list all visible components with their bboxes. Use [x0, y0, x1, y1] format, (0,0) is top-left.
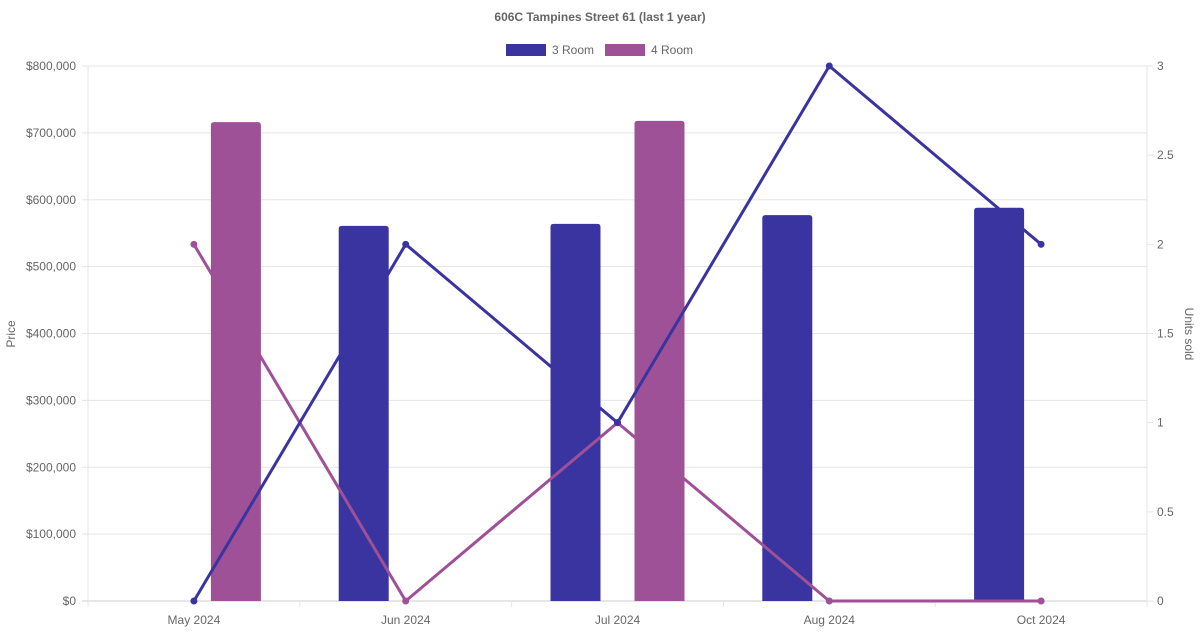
x-tick-label: Jul 2024: [595, 613, 641, 627]
y2-tick-label: 1: [1157, 416, 1164, 430]
bar-4-room-price: [210, 122, 261, 602]
point-3-room-units: [190, 597, 198, 605]
point-4-room-units: [402, 597, 410, 605]
y-tick-label: $0: [63, 594, 77, 608]
bar-3-room-price: [974, 207, 1025, 601]
bar-4-room-price: [634, 120, 685, 602]
point-3-room-units: [1037, 240, 1045, 248]
y2-tick-label: 1.5: [1157, 327, 1174, 341]
y-tick-label: $200,000: [26, 460, 76, 474]
axes: $0 $100,000 $200,000 $300,000 $400,000 $500,0…: [26, 59, 1174, 627]
y2-tick-label: 2: [1157, 237, 1164, 251]
y2-axis-label: Units sold: [1182, 308, 1196, 361]
y-tick-label: $100,000: [26, 527, 76, 541]
point-4-room-units: [1037, 597, 1045, 605]
bar-3-room-price: [338, 225, 389, 602]
legend-swatch: [605, 44, 645, 56]
chart-title: 606C Tampines Street 61 (last 1 year): [494, 10, 705, 24]
point-4-room-units: [190, 240, 198, 248]
x-tick-label: Jun 2024: [381, 613, 431, 627]
legend: 3 Room 4 Room: [506, 43, 693, 57]
y2-tick-label: 3: [1157, 59, 1164, 73]
y-axis-label: Price: [4, 320, 18, 348]
point-3-room-units: [402, 240, 410, 248]
y2-tick-label: 2.5: [1157, 148, 1174, 162]
point-3-room-units: [614, 419, 621, 427]
bar-3-room-price: [550, 223, 601, 601]
lines: [190, 62, 1045, 605]
x-tick-label: Aug 2024: [804, 613, 856, 627]
legend-label: 4 Room: [651, 43, 693, 57]
y-tick-label: $500,000: [26, 260, 76, 274]
bars: [210, 120, 1025, 602]
legend-swatch: [506, 44, 546, 56]
x-tick-label: Oct 2024: [1017, 613, 1066, 627]
y-tick-label: $300,000: [26, 393, 76, 407]
y-tick-label: $400,000: [26, 327, 76, 341]
y2-tick-label: 0.5: [1157, 505, 1174, 519]
legend-label: 3 Room: [552, 43, 594, 57]
point-3-room-units: [825, 62, 833, 70]
y2-tick-label: 0: [1157, 594, 1164, 608]
y-tick-label: $700,000: [26, 126, 76, 140]
y-tick-label: $800,000: [26, 59, 76, 73]
x-tick-label: May 2024: [168, 613, 221, 627]
bar-3-room-price: [762, 215, 813, 601]
point-4-room-units: [825, 597, 833, 605]
y-tick-label: $600,000: [26, 193, 76, 207]
